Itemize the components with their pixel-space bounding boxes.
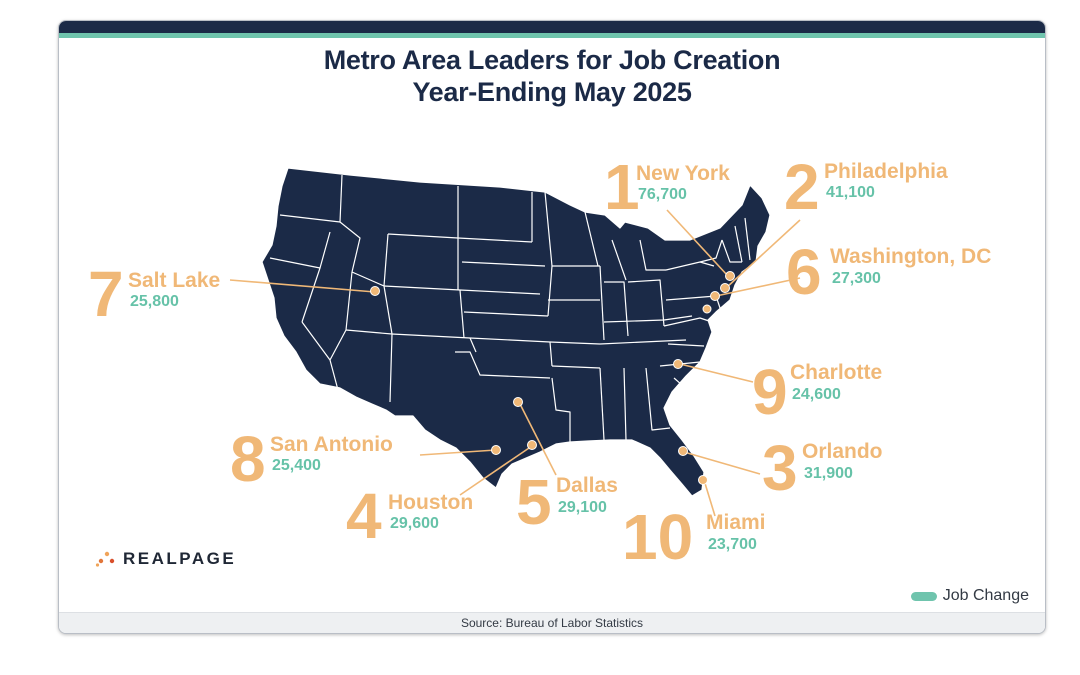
leader-line-houston: [459, 445, 533, 496]
metro-name: San Antonio: [270, 433, 393, 456]
job-change-value: 29,600: [390, 515, 439, 532]
rank-number: 10: [622, 501, 694, 573]
leader-line-salt-lake: [229, 279, 376, 293]
city-dot-miami: [698, 475, 708, 485]
metro-name: Orlando: [802, 440, 883, 463]
metro-name: Washington, DC: [830, 245, 992, 268]
leader-line-philadelphia: [725, 219, 801, 289]
rank-number: 8: [230, 423, 266, 495]
state-borders: [269, 174, 751, 442]
job-change-value: 23,700: [708, 536, 757, 553]
rank-number: 4: [346, 480, 382, 552]
rank-number: 7: [88, 258, 124, 330]
leader-line-charlotte: [679, 363, 754, 383]
leader-line-dallas: [519, 403, 557, 476]
chart-title: Metro Area Leaders for Job Creation: [323, 45, 781, 75]
job-change-value: 27,300: [832, 270, 881, 287]
metro-name: New York: [636, 162, 730, 185]
city-dot-washington: [710, 291, 720, 301]
logo-wordmark: REALPAGE: [123, 549, 237, 568]
metro-name: Philadelphia: [824, 160, 948, 183]
logo-dots-icon: [95, 551, 115, 567]
job-change-value: 31,900: [804, 465, 853, 482]
leader-line-washington: [715, 277, 801, 297]
rank-number: 6: [786, 236, 822, 308]
legend-swatch: [910, 591, 937, 601]
legend-label: Job Change: [942, 587, 1029, 604]
city-dot-charlotte: [673, 359, 683, 369]
rank-number: 2: [784, 151, 820, 223]
us-landmass: [261, 167, 771, 497]
top-bar-accent: [59, 33, 1045, 38]
job-change-value: 41,100: [826, 184, 875, 201]
source-footer: Source: Bureau of Labor Statistics: [59, 612, 1045, 633]
rank-number: 9: [752, 356, 788, 428]
metro-name: Salt Lake: [128, 269, 221, 292]
rank-number: 5: [516, 466, 552, 538]
realpage-logo: REALPAGE: [95, 549, 236, 569]
leader-line-miami: [703, 479, 716, 517]
job-change-value: 29,100: [558, 499, 607, 516]
city-dot-extra: [702, 304, 712, 314]
infographic-card: Metro Area Leaders for Job Creation Year…: [58, 20, 1046, 634]
metro-name: Houston: [388, 491, 474, 514]
metro-name: Charlotte: [790, 361, 883, 384]
job-change-value: 76,700: [638, 186, 687, 203]
city-dot-philadelphia: [720, 283, 730, 293]
city-dot-new-york: [725, 271, 735, 281]
leader-line-orlando: [683, 451, 761, 475]
job-change-value: 25,800: [130, 293, 179, 310]
job-change-value: 25,400: [272, 457, 321, 474]
job-change-value: 24,600: [792, 386, 841, 403]
city-dot-san-antonio: [491, 445, 501, 455]
city-dot-houston: [527, 440, 537, 450]
metro-name: Dallas: [556, 474, 618, 497]
leader-line-san-antonio: [419, 449, 497, 456]
legend: Job Change: [910, 587, 1029, 605]
city-dot-dallas: [513, 397, 523, 407]
metro-name: Miami: [706, 511, 766, 534]
leader-line-new-york: [666, 209, 729, 277]
rank-number: 3: [762, 432, 798, 504]
city-dots: [370, 271, 735, 485]
city-dot-salt-lake: [370, 286, 380, 296]
rank-number: 1: [604, 151, 640, 223]
city-dot-orlando: [678, 446, 688, 456]
chart-subtitle: Year-Ending May 2025: [412, 77, 692, 107]
leader-lines: [229, 209, 801, 517]
